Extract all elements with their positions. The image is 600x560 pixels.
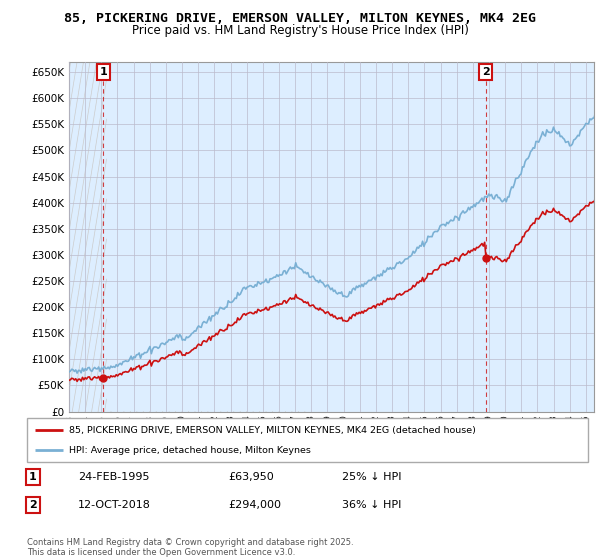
Text: 2: 2 [482,67,490,77]
Text: 2: 2 [29,500,37,510]
Text: 85, PICKERING DRIVE, EMERSON VALLEY, MILTON KEYNES, MK4 2EG (detached house): 85, PICKERING DRIVE, EMERSON VALLEY, MIL… [69,426,476,435]
FancyBboxPatch shape [27,418,588,462]
Text: 1: 1 [29,472,37,482]
Text: Price paid vs. HM Land Registry's House Price Index (HPI): Price paid vs. HM Land Registry's House … [131,24,469,36]
Text: 85, PICKERING DRIVE, EMERSON VALLEY, MILTON KEYNES, MK4 2EG: 85, PICKERING DRIVE, EMERSON VALLEY, MIL… [64,12,536,25]
Text: £63,950: £63,950 [228,472,274,482]
Text: 25% ↓ HPI: 25% ↓ HPI [342,472,401,482]
Text: HPI: Average price, detached house, Milton Keynes: HPI: Average price, detached house, Milt… [69,446,311,455]
Text: 1: 1 [100,67,107,77]
Text: 36% ↓ HPI: 36% ↓ HPI [342,500,401,510]
Text: £294,000: £294,000 [228,500,281,510]
Text: 12-OCT-2018: 12-OCT-2018 [78,500,151,510]
Text: Contains HM Land Registry data © Crown copyright and database right 2025.
This d: Contains HM Land Registry data © Crown c… [27,538,353,557]
Text: 24-FEB-1995: 24-FEB-1995 [78,472,149,482]
